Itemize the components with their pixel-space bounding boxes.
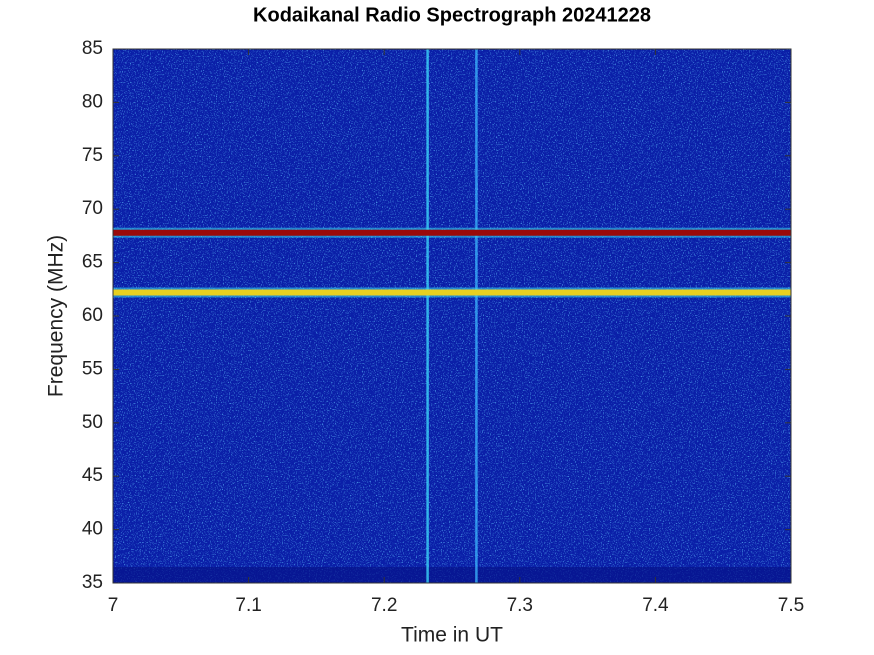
y-tick-label: 35	[82, 572, 103, 593]
y-axis-label: Frequency (MHz)	[45, 235, 68, 397]
x-tick-label: 7.3	[507, 595, 533, 616]
chart-title: Kodaikanal Radio Spectrograph 20241228	[253, 4, 651, 26]
y-tick-label: 40	[82, 519, 103, 540]
y-tick-label: 85	[82, 38, 103, 59]
noise-texture	[113, 49, 791, 583]
x-tick-label: 7.1	[235, 595, 261, 616]
x-tick-label: 7.4	[642, 595, 669, 616]
y-tick-label: 55	[82, 358, 103, 379]
y-tick-label: 70	[82, 198, 103, 219]
low-band-shade	[113, 567, 791, 583]
y-tick-label: 65	[82, 252, 103, 273]
y-tick-label: 60	[82, 305, 103, 326]
y-tick-label: 75	[82, 145, 103, 166]
y-tick-label: 50	[82, 412, 103, 433]
y-tick-label: 80	[82, 91, 103, 112]
x-tick-label: 7.2	[371, 595, 397, 616]
x-tick-label: 7	[108, 595, 119, 616]
x-axis-label: Time in UT	[401, 624, 503, 647]
x-tick-label: 7.5	[778, 595, 804, 616]
plot-area	[113, 49, 791, 583]
y-tick-label: 45	[82, 465, 103, 486]
